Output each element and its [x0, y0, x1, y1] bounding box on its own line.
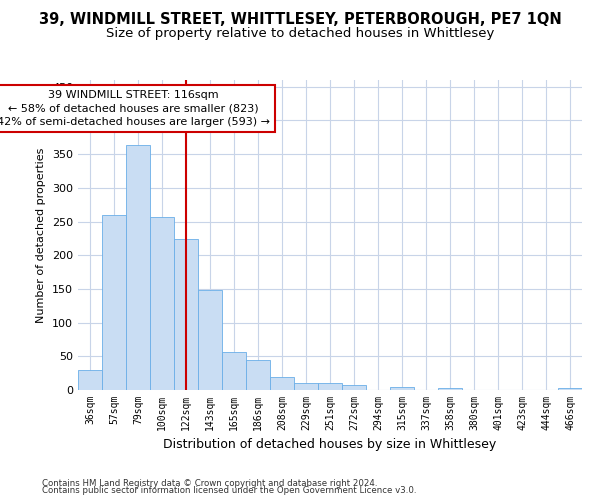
Bar	[174, 239, 198, 390]
Bar	[438, 388, 462, 390]
Text: 39 WINDMILL STREET: 116sqm
← 58% of detached houses are smaller (823)
42% of sem: 39 WINDMILL STREET: 116sqm ← 58% of deta…	[0, 90, 270, 126]
Bar	[198, 290, 222, 390]
Bar	[222, 352, 246, 390]
Text: 39, WINDMILL STREET, WHITTLESEY, PETERBOROUGH, PE7 1QN: 39, WINDMILL STREET, WHITTLESEY, PETERBO…	[38, 12, 562, 28]
Bar	[558, 388, 582, 390]
Bar	[294, 382, 318, 390]
Text: Contains HM Land Registry data © Crown copyright and database right 2024.: Contains HM Land Registry data © Crown c…	[42, 478, 377, 488]
Text: Contains public sector information licensed under the Open Government Licence v3: Contains public sector information licen…	[42, 486, 416, 495]
Bar	[270, 376, 294, 390]
Bar	[78, 370, 102, 390]
Bar	[126, 146, 150, 390]
Bar	[246, 360, 270, 390]
X-axis label: Distribution of detached houses by size in Whittlesey: Distribution of detached houses by size …	[163, 438, 497, 452]
Y-axis label: Number of detached properties: Number of detached properties	[37, 148, 46, 322]
Bar	[342, 386, 366, 390]
Bar	[102, 215, 126, 390]
Bar	[390, 386, 414, 390]
Bar	[318, 384, 342, 390]
Bar	[150, 217, 174, 390]
Text: Size of property relative to detached houses in Whittlesey: Size of property relative to detached ho…	[106, 28, 494, 40]
